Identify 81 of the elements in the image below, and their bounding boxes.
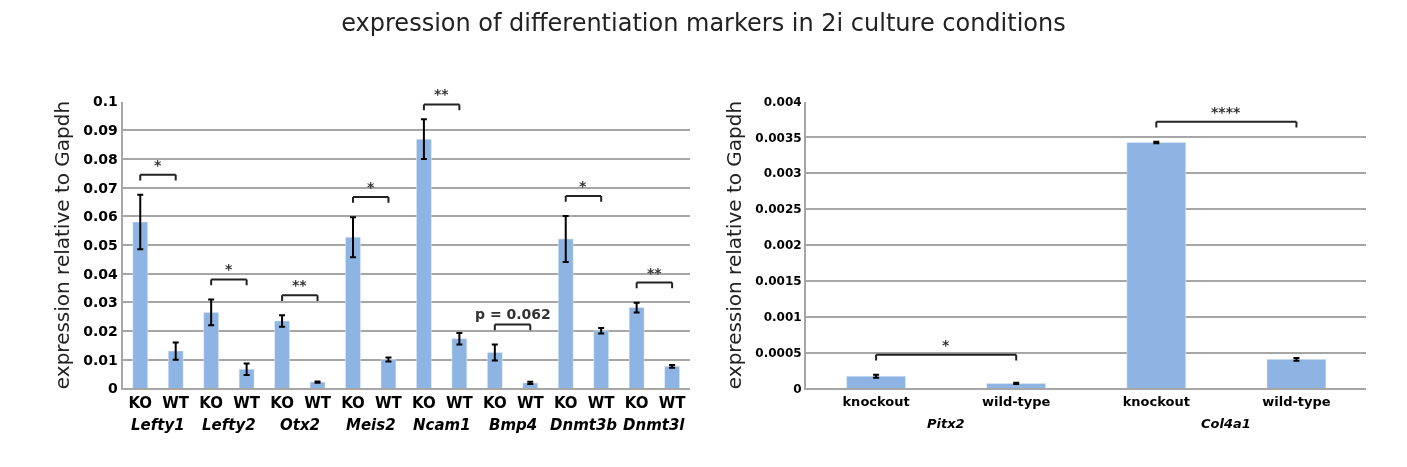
text: Dnmt3l	[623, 416, 686, 434]
x-tick-label: WT	[233, 394, 261, 413]
annotation: *	[942, 337, 950, 353]
text: Pitx2	[927, 416, 965, 431]
text: Ncam1	[413, 416, 471, 434]
y-tick-label: 0.003	[763, 166, 802, 181]
bar	[558, 238, 574, 389]
y-tick-label: 0	[107, 380, 118, 397]
annotation: *	[579, 178, 587, 194]
text: Lefty2	[202, 416, 256, 434]
text: Col4a1	[1201, 416, 1251, 431]
y-tick-label: 0.03	[83, 294, 118, 311]
x-tick-label: knockout	[842, 394, 910, 409]
annotation: *	[154, 157, 162, 173]
annotation: **	[647, 265, 663, 281]
bar	[168, 350, 184, 389]
bar	[416, 138, 432, 389]
x-tick-label: KO	[270, 394, 294, 413]
bar	[451, 338, 468, 389]
x-tick-label: WT	[516, 394, 545, 413]
y-tick-label: 0.0035	[755, 130, 802, 145]
bar	[986, 383, 1046, 389]
annotation: **	[434, 86, 450, 102]
y-tick-label: 0.01	[83, 351, 118, 368]
x-tick-label: WT	[587, 394, 616, 413]
annotation: *	[225, 261, 233, 277]
bar	[628, 307, 645, 389]
bar	[345, 236, 361, 389]
bar	[274, 320, 290, 389]
x-tick-label: KO	[553, 394, 578, 413]
annotation: *	[367, 179, 375, 195]
y-tick-label: 0.002	[763, 238, 802, 253]
x-tick-label: KO	[624, 394, 649, 413]
y-tick-label: 0.001	[763, 309, 802, 324]
bar	[1126, 142, 1186, 389]
y-axis-title: expression relative to Gapdh	[722, 100, 747, 390]
y-tick-label: 0.04	[83, 265, 118, 282]
annotation: p = 0.062	[475, 306, 551, 322]
text: Bmp4	[489, 416, 538, 434]
bar	[664, 366, 680, 389]
y-tick-label: 0.0025	[755, 202, 802, 217]
bar	[238, 368, 255, 389]
annotation: **	[292, 277, 308, 293]
bar	[593, 330, 609, 389]
x-tick-label: WT	[658, 394, 687, 413]
bar	[380, 359, 397, 389]
x-tick-label: wild-type	[981, 394, 1051, 409]
x-tick-label: KO	[199, 394, 224, 413]
y-tick-label: 0.08	[83, 150, 118, 167]
y-tick-label: 0.05	[83, 236, 118, 253]
text: Meis2	[346, 416, 396, 434]
text: Otx2	[280, 416, 321, 434]
x-tick-label: KO	[482, 394, 507, 413]
x-tick-label: WT	[304, 394, 332, 413]
y-tick-label: 0.004	[763, 94, 802, 109]
x-tick-label: WT	[445, 394, 474, 413]
x-tick-label: WT	[375, 394, 403, 413]
y-tick-label: 0	[793, 381, 802, 396]
text: Lefty1	[131, 416, 185, 434]
x-tick-label: KO	[128, 394, 153, 413]
y-tick-label: 0.0015	[755, 274, 802, 289]
text: Dnmt3b	[550, 416, 618, 434]
x-tick-label: KO	[412, 394, 436, 413]
y-tick-label: 0.1	[92, 93, 118, 110]
x-tick-label: KO	[341, 394, 365, 413]
bar	[487, 352, 503, 389]
y-tick-label: 0.0005	[755, 345, 802, 360]
annotation: ****	[1211, 104, 1241, 120]
y-tick-label: 0.09	[83, 122, 118, 139]
bar	[846, 375, 906, 389]
x-tick-label: knockout	[1122, 394, 1190, 409]
bar	[1266, 359, 1327, 389]
bar	[132, 221, 148, 389]
x-tick-label: wild-type	[1262, 394, 1331, 409]
y-axis-title: expression relative to Gapdh	[50, 100, 75, 390]
y-tick-label: 0.06	[83, 208, 118, 225]
y-tick-label: 0.02	[83, 322, 118, 339]
x-tick-label: WT	[162, 394, 190, 413]
bar	[203, 312, 219, 389]
y-tick-label: 0.07	[83, 179, 118, 196]
chart-title: expression of differentiation markers in 2i culture conditions	[341, 8, 1066, 37]
